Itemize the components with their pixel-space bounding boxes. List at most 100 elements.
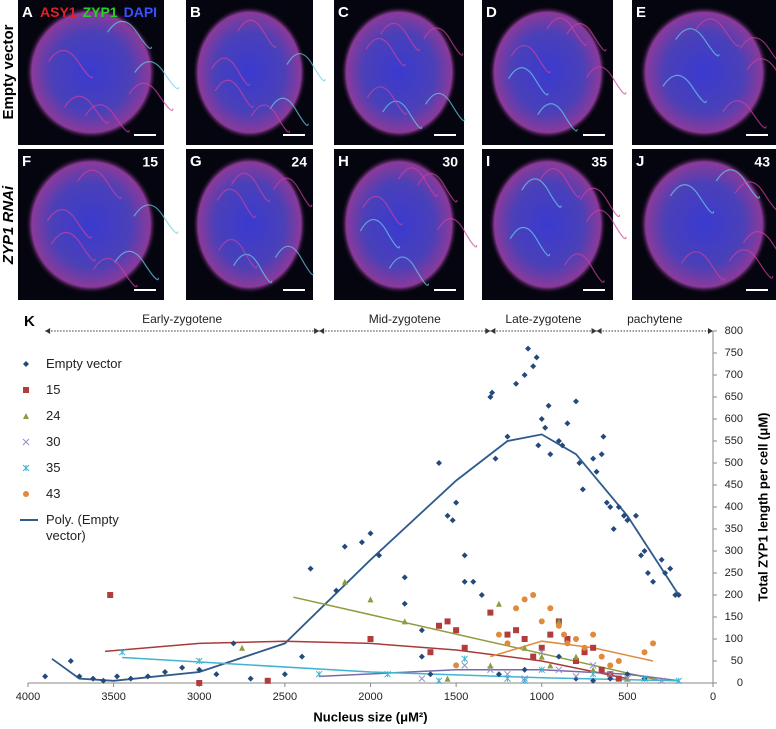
panel-letter: H [338,153,349,170]
chromosome [133,204,179,234]
stain-labels: ASY1 ZYP1 DAPI [40,4,157,20]
point [559,442,566,449]
point [581,649,588,656]
point [538,648,546,656]
point [521,644,528,651]
point [213,671,220,678]
trendline [51,433,680,682]
chromosome [134,61,180,90]
stain-label: ZYP1 [83,4,118,20]
chromosome [388,256,429,286]
chromosome [397,167,439,197]
point [590,677,597,684]
point [564,420,571,427]
point [672,592,679,598]
panel-number: 15 [142,154,158,170]
chromosome [546,17,587,46]
chromosome [274,245,315,276]
legend-label: 43 [46,486,61,501]
chromosome [218,238,258,269]
panel-number: 43 [754,154,770,170]
point [444,675,451,682]
chromosome [250,104,291,133]
chromosome [362,195,403,226]
chromosome [128,82,174,112]
point [22,438,30,446]
point [495,671,502,678]
legend-label: 24 [46,408,61,423]
y-tick-label: 800 [725,325,743,337]
point [23,413,29,419]
point [590,631,597,638]
y-tick-label: 50 [731,655,743,667]
legend-swatch [22,438,30,446]
nucleus [639,155,769,294]
nucleus [192,5,307,140]
point [418,653,425,660]
point [367,636,374,642]
point [533,354,540,361]
point [453,662,460,669]
point [650,640,657,647]
point [615,658,622,664]
point [561,631,568,638]
point [581,644,588,651]
row-label: ZYP1 RNAi [0,185,17,265]
point [307,565,314,572]
chromosome [662,74,707,104]
point [667,565,674,572]
point [444,618,451,625]
y-tick-label: 500 [725,457,743,469]
point [589,670,597,678]
stage-label: pachytene [627,312,683,326]
chromosome [380,22,421,52]
legend-swatch [20,519,38,521]
chromosome [92,257,138,288]
point [607,662,614,669]
point [461,655,469,663]
point [444,512,451,519]
x-tick-label: 4000 [16,691,40,703]
point [504,675,511,682]
row-label: Empty vector [0,24,17,119]
point [675,592,682,598]
legend-swatch [23,361,29,367]
nucleus [488,5,607,140]
chromosome [286,53,326,82]
point [436,460,442,466]
point [118,648,126,656]
point [624,671,631,678]
x-axis-title: Nucleus size (μM²) [313,709,427,724]
trendline [104,640,628,680]
point [573,675,579,682]
point [615,504,622,510]
point [487,609,494,616]
legend-label: Empty vector [46,356,122,371]
point [487,662,494,669]
chromosome [510,44,551,74]
point [521,636,528,642]
point [641,675,648,682]
point [42,673,49,680]
point [632,512,639,519]
point [590,455,597,462]
point [530,592,537,598]
legend-label: 30 [46,434,61,449]
point [538,666,546,674]
legend-item: 30 [20,434,140,450]
point [195,657,203,665]
panel-letter: C [338,4,349,21]
point [650,578,657,585]
legend-item: 24 [20,408,140,424]
point [239,644,246,651]
panel-letter: B [190,4,201,21]
panel-letter: I [486,153,490,170]
legend-label: 15 [46,382,61,397]
y-tick-label: 250 [725,567,743,579]
point [603,499,610,506]
stain-label: DAPI [124,4,157,20]
y-tick-label: 200 [725,589,743,601]
x-tick-label: 3500 [101,691,125,703]
point [418,675,426,682]
point [384,670,391,678]
